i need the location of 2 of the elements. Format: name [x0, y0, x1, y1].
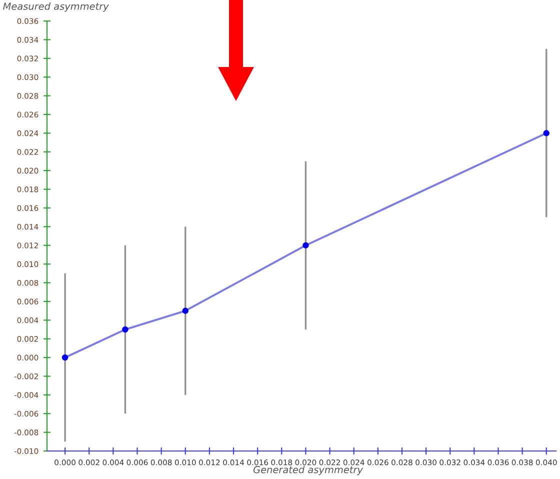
- x-axis-title: Generated asymmetry: [253, 466, 364, 476]
- y-axis-title: Measured asymmetry: [3, 2, 109, 12]
